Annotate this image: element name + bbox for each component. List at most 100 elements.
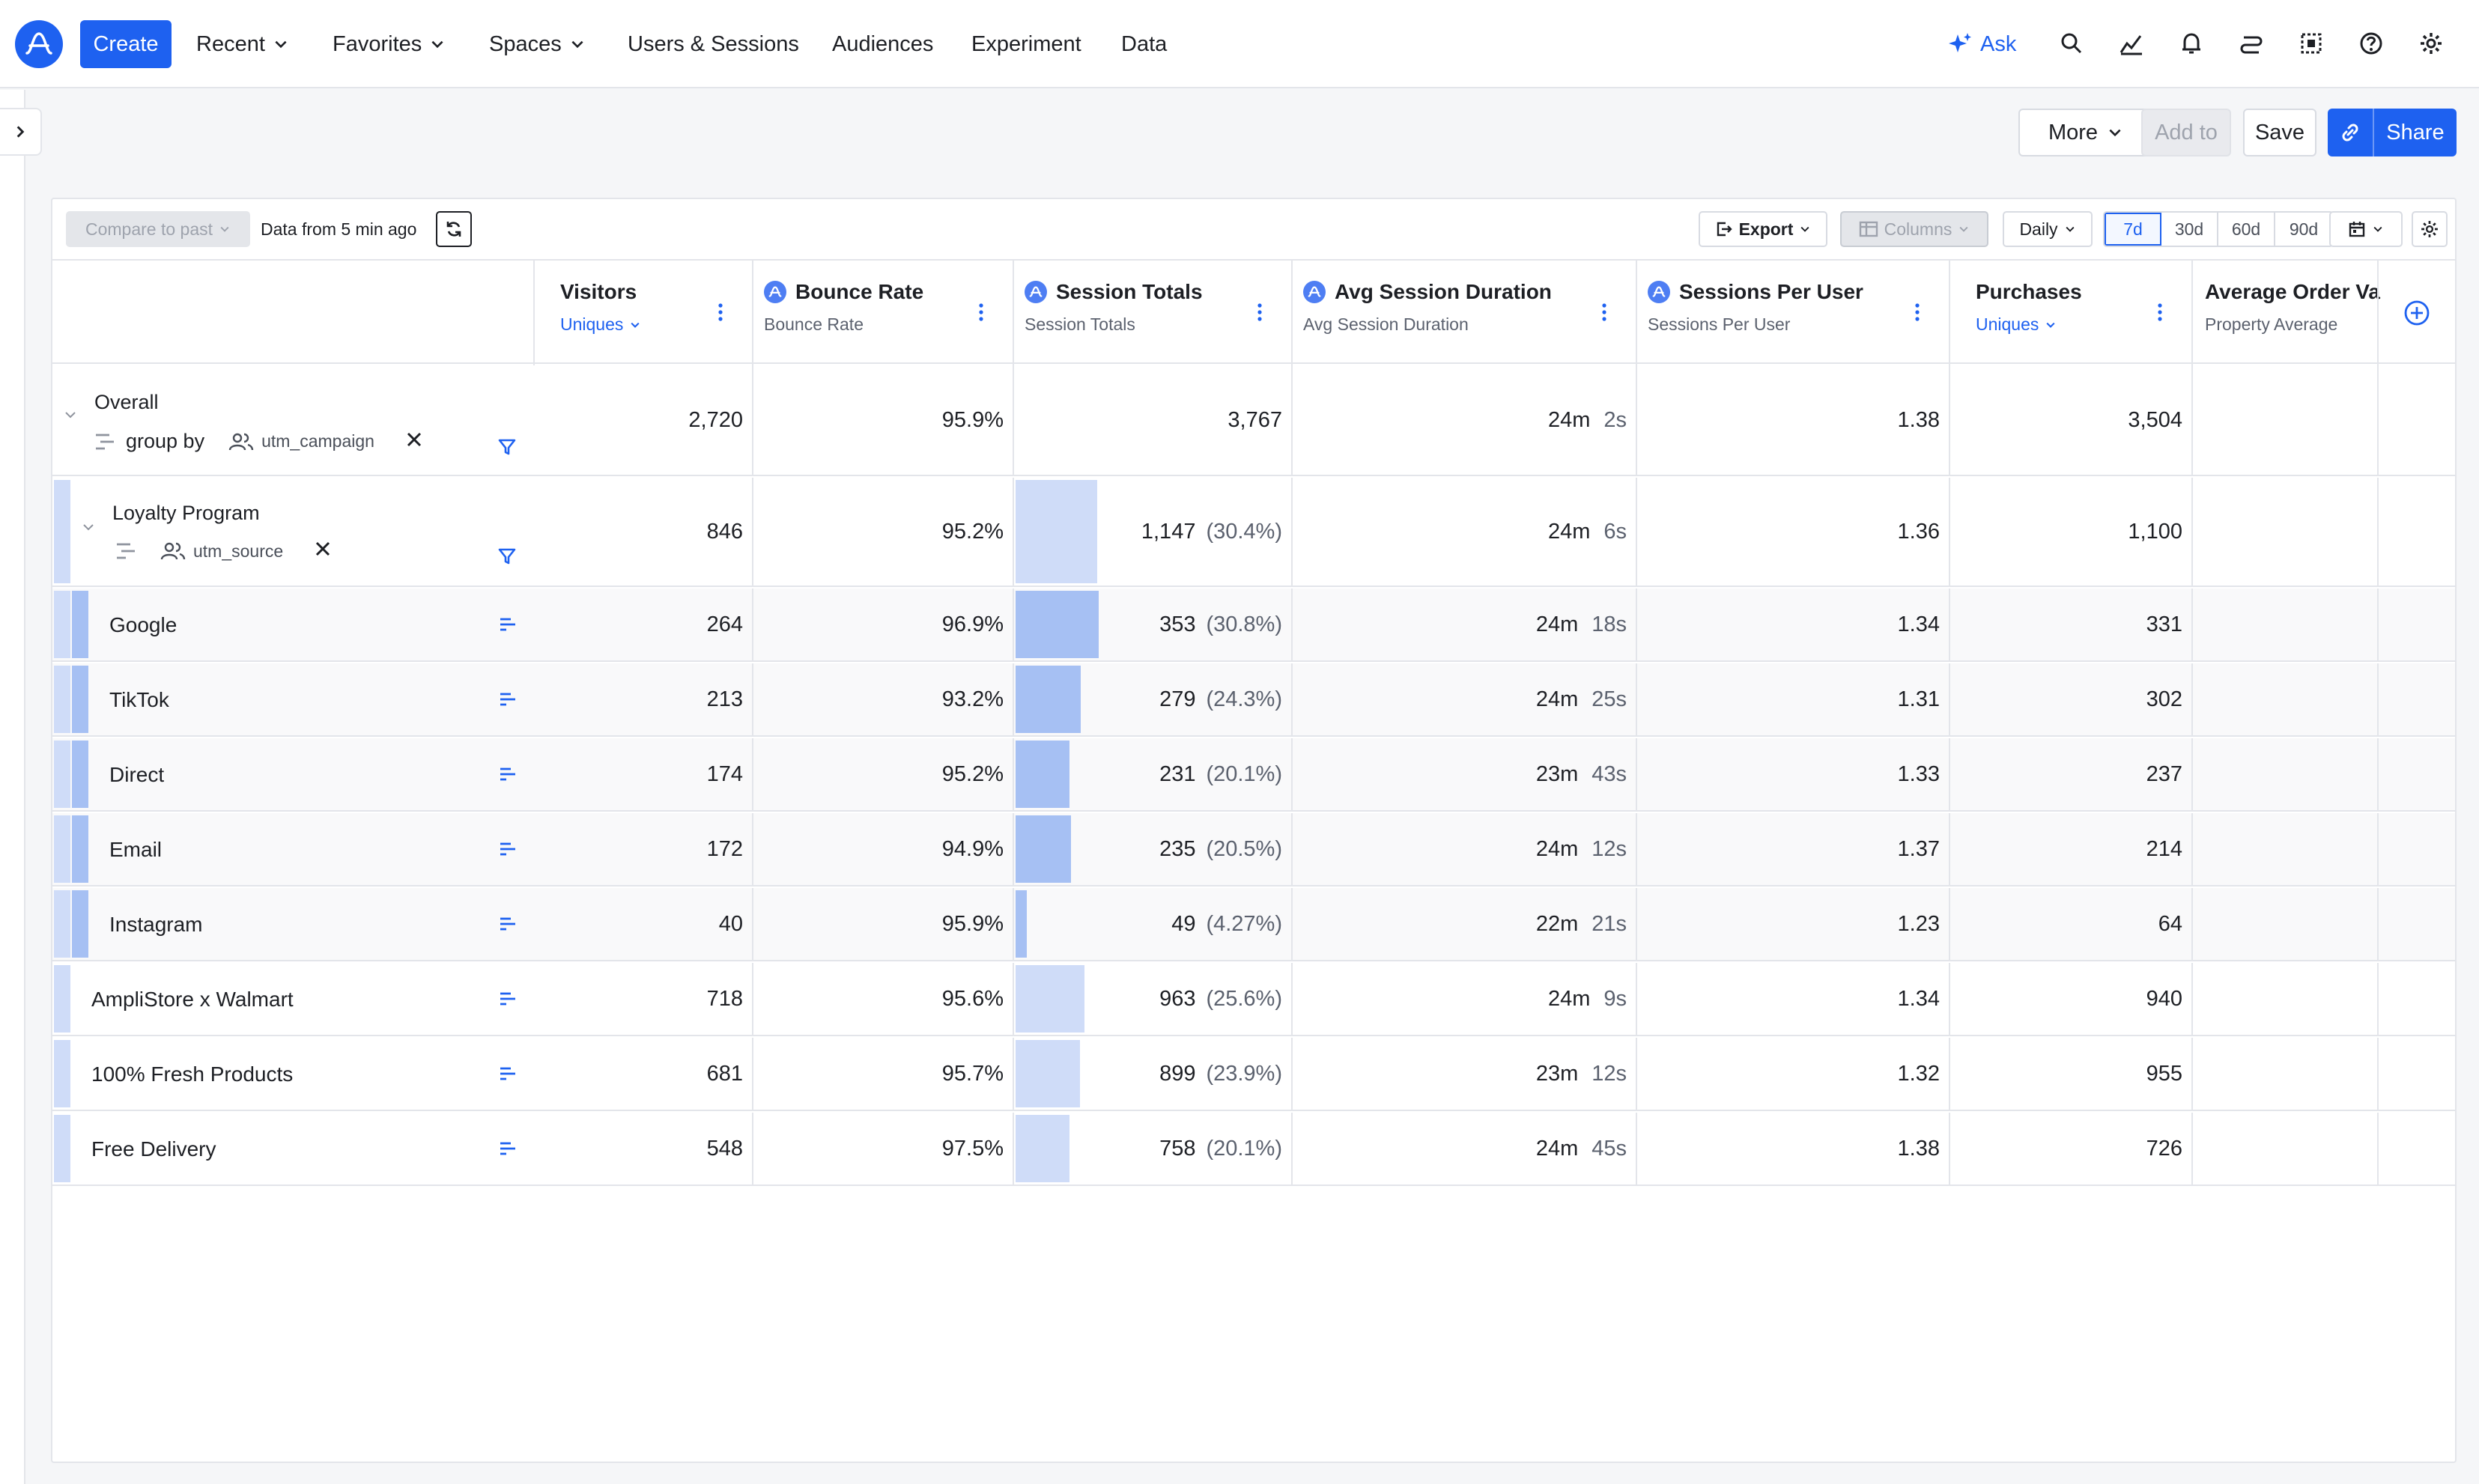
column-subtitle: Session Totals <box>1025 314 1291 335</box>
create-button[interactable]: Create <box>80 20 172 68</box>
column-menu-button[interactable] <box>717 302 723 326</box>
sessions-per-user: 1.37 <box>1636 813 1949 885</box>
add-column-button[interactable] <box>2377 261 2455 365</box>
share-button-group[interactable]: Share <box>2328 109 2457 156</box>
group-by-property-chip[interactable]: utm_campaign <box>228 431 374 451</box>
apps-grid-icon[interactable] <box>2296 28 2326 58</box>
table-row[interactable]: Direct 174 95.2% 231 (20.1%) 23m 43s 1.33 237 <box>52 738 2455 812</box>
column-menu-button[interactable] <box>1601 302 1607 326</box>
breakdown-button[interactable] <box>499 617 517 636</box>
column-divider <box>1291 478 1293 586</box>
column-menu-button[interactable] <box>978 302 984 326</box>
column-menu-button[interactable] <box>1914 302 1920 326</box>
sessions-per-user-value: 1.34 <box>1897 986 1940 1011</box>
group-by-property-name: utm_campaign <box>261 431 374 451</box>
columns-dropdown[interactable]: Columns <box>1840 211 1988 247</box>
column-menu-button[interactable] <box>1257 302 1263 326</box>
nav-favorites[interactable]: Favorites <box>333 20 446 68</box>
column-divider <box>2191 663 2193 735</box>
breakdown-button[interactable] <box>499 991 517 1010</box>
overall-label: Overall <box>94 391 159 413</box>
table-row[interactable]: Instagram 40 95.9% 49 (4.27%) 22m 21s 1.23 64 <box>52 888 2455 961</box>
column-divider <box>2377 365 2379 475</box>
column-header-visitors[interactable]: Visitors Uniques <box>533 261 752 365</box>
segment-label: Google <box>109 613 177 636</box>
column-title: Visitors <box>560 280 752 304</box>
nav-users-sessions[interactable]: Users & Sessions <box>628 31 799 56</box>
column-header-session-totals[interactable]: Session Totals Session Totals <box>1013 261 1291 365</box>
date-picker-button[interactable] <box>2329 211 2403 247</box>
compare-to-past-dropdown[interactable]: Compare to past <box>66 211 250 247</box>
copy-link-button[interactable] <box>2328 109 2374 156</box>
duration-seconds: 18s <box>1592 612 1627 636</box>
metric-type-dropdown[interactable]: Uniques <box>1976 314 2191 335</box>
table-row[interactable]: Google 264 96.9% 353 (30.8%) 24m 18s 1.34 331 <box>52 589 2455 662</box>
chart-icon[interactable] <box>2117 28 2146 58</box>
breakdown-button[interactable] <box>499 1141 517 1160</box>
table-row[interactable]: Email 172 94.9% 235 (20.5%) 24m 12s 1.37 214 <box>52 813 2455 887</box>
column-header-sessions-per-user[interactable]: Sessions Per User Sessions Per User <box>1636 261 1949 365</box>
nav-experiment[interactable]: Experiment <box>971 31 1081 56</box>
overall-collapse-toggle[interactable] <box>63 407 78 426</box>
column-header-avg-session-duration[interactable]: Avg Session Duration Avg Session Duration <box>1291 261 1636 365</box>
sessions-per-user-value: 1.32 <box>1897 1061 1940 1086</box>
help-icon[interactable] <box>2356 28 2386 58</box>
segment-label: Free Delivery <box>91 1137 216 1161</box>
table-row-loyalty-program: Loyalty Program utm_source 846 95.2% 1,147 (3… <box>52 478 2455 587</box>
bell-icon[interactable] <box>2176 28 2206 58</box>
filter-button[interactable] <box>497 437 517 460</box>
collapse-chevron-icon <box>65 412 76 419</box>
table-row[interactable]: Free Delivery 548 97.5% 758 (20.1%) 24m 45s 1.3… <box>52 1113 2455 1186</box>
session-totals: 353 (30.8%) <box>1013 589 1291 660</box>
amplitude-logo-icon[interactable] <box>15 20 63 68</box>
more-button[interactable]: More <box>2018 109 2153 156</box>
visitors-value: 548 <box>706 1136 743 1161</box>
settings-gear-icon[interactable] <box>2416 28 2446 58</box>
nav-data[interactable]: Data <box>1121 31 1168 56</box>
table-row[interactable]: AmpliStore x Walmart 718 95.6% 963 (25.6%) 24… <box>52 963 2455 1036</box>
refresh-button[interactable] <box>436 211 472 247</box>
compare-label: Compare to past <box>85 219 213 239</box>
interval-dropdown[interactable]: Daily <box>2003 211 2093 247</box>
ask-button[interactable]: Ask <box>1947 20 2016 68</box>
session-totals: 3,767 <box>1013 365 1291 475</box>
table-row[interactable]: TikTok 213 93.2% 279 (24.3%) 24m 25s 1.31 302 <box>52 663 2455 737</box>
nav-recent[interactable]: Recent <box>196 20 289 68</box>
column-divider <box>1636 1113 1637 1185</box>
expand-sidebar-button[interactable] <box>0 108 42 156</box>
save-button[interactable]: Save <box>2243 109 2316 156</box>
search-icon[interactable] <box>2057 28 2087 58</box>
breakdown-button[interactable] <box>499 1066 517 1085</box>
column-menu-button[interactable] <box>2157 302 2163 326</box>
loyalty-collapse-toggle[interactable] <box>81 520 96 538</box>
column-header-bounce-rate[interactable]: Bounce Rate Bounce Rate <box>752 261 1013 365</box>
chevron-right-icon <box>16 126 25 138</box>
filter-button[interactable] <box>497 547 517 570</box>
range-30d[interactable]: 30d <box>2161 213 2218 246</box>
breakdown-button[interactable] <box>499 842 517 860</box>
column-header-purchases[interactable]: Purchases Uniques <box>1949 261 2191 365</box>
session-share-percent: (20.1%) <box>1206 1136 1282 1161</box>
session-share-bar <box>1016 965 1084 1033</box>
metric-type-dropdown[interactable]: Uniques <box>560 314 752 335</box>
range-90d[interactable]: 90d <box>2289 219 2319 239</box>
breakdown-button[interactable] <box>499 767 517 785</box>
column-header-average-order-va[interactable]: Average Order Va Property Average <box>2191 261 2380 365</box>
remove-group-by-button[interactable] <box>315 541 331 562</box>
table-row[interactable]: 100% Fresh Products 681 95.7% 899 (23.9%) 23m… <box>52 1038 2455 1111</box>
group-by-property-chip[interactable]: utm_source <box>160 541 283 562</box>
export-dropdown[interactable]: Export <box>1699 211 1827 247</box>
workflow-icon[interactable] <box>2236 28 2266 58</box>
bounce-rate: 95.7% <box>752 1038 1013 1110</box>
breakdown-lines-icon <box>500 992 515 1006</box>
nav-spaces[interactable]: Spaces <box>489 20 586 68</box>
range-7d[interactable]: 7d <box>2105 213 2161 246</box>
table-settings-button[interactable] <box>2412 211 2448 247</box>
add-to-button[interactable]: Add to <box>2141 109 2231 156</box>
breakdown-button[interactable] <box>499 692 517 711</box>
remove-group-by-button[interactable] <box>406 430 422 453</box>
breakdown-button[interactable] <box>499 916 517 935</box>
share-button[interactable]: Share <box>2386 120 2445 145</box>
range-60d[interactable]: 60d <box>2218 213 2275 246</box>
nav-audiences[interactable]: Audiences <box>832 31 934 56</box>
